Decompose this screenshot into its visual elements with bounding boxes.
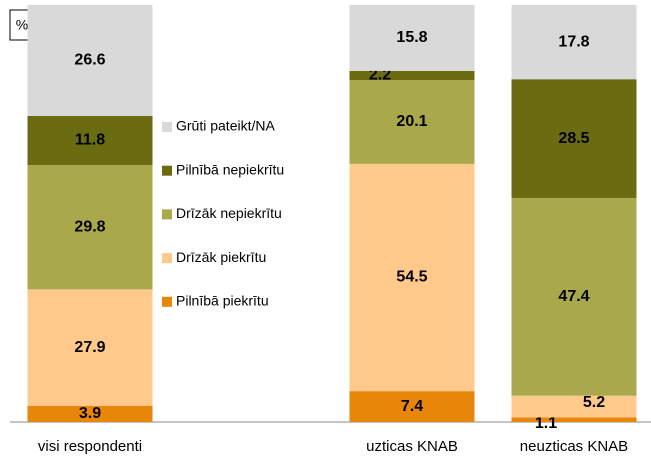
legend-swatch: [162, 122, 172, 132]
data-label: 17.8: [558, 33, 589, 50]
data-label: 26.6: [74, 52, 105, 69]
legend-label: Grūti pateikt/NA: [176, 118, 275, 134]
bar-segment: [511, 395, 637, 418]
bar-segment: [349, 163, 475, 392]
x-tick-label: neuzticas KNAB: [520, 438, 628, 455]
data-label: 3.9: [79, 405, 101, 422]
bar-segment: [349, 70, 475, 81]
x-tick-label: uzticas KNAB: [366, 438, 458, 455]
bar-segment: [27, 165, 153, 290]
data-label: 47.4: [558, 288, 589, 305]
legend-swatch: [162, 296, 172, 307]
bar-segment: [511, 198, 637, 396]
data-label: 1.1: [535, 415, 557, 432]
legend-label: Drīzāk piekrītu: [176, 249, 266, 265]
bar-segment: [27, 289, 153, 406]
x-tick-label: visi respondenti: [38, 438, 142, 455]
data-label: 20.1: [396, 113, 427, 130]
bar-segment: [27, 405, 153, 422]
data-label: 27.9: [74, 339, 105, 356]
data-label: 28.5: [558, 130, 589, 147]
legend-label: Pilnībā piekrītu: [176, 293, 269, 309]
bar-segment: [27, 5, 153, 116]
legend-swatch: [162, 165, 172, 176]
bar-segment: [511, 5, 637, 80]
data-label: 29.8: [74, 218, 105, 235]
data-label: 54.5: [396, 269, 427, 286]
data-label: 15.8: [396, 29, 427, 46]
data-label: 7.4: [401, 398, 423, 415]
data-label: 11.8: [75, 132, 105, 149]
bar-segment: [349, 5, 475, 71]
data-label: 5.2: [583, 394, 605, 411]
bar-segment: [511, 79, 637, 199]
data-label: 2.2: [369, 67, 391, 84]
legend-label: Drīzāk nepiekrītu: [176, 205, 282, 221]
bar-segment: [349, 80, 475, 164]
legend-swatch: [162, 209, 172, 220]
bar-segment: [511, 417, 637, 422]
bar-segment: [349, 391, 475, 422]
unit-label: %: [16, 17, 28, 33]
legend-label: Pilnībā nepiekrītu: [176, 161, 284, 177]
legend-swatch: [162, 253, 172, 264]
bar-segment: [27, 115, 153, 166]
